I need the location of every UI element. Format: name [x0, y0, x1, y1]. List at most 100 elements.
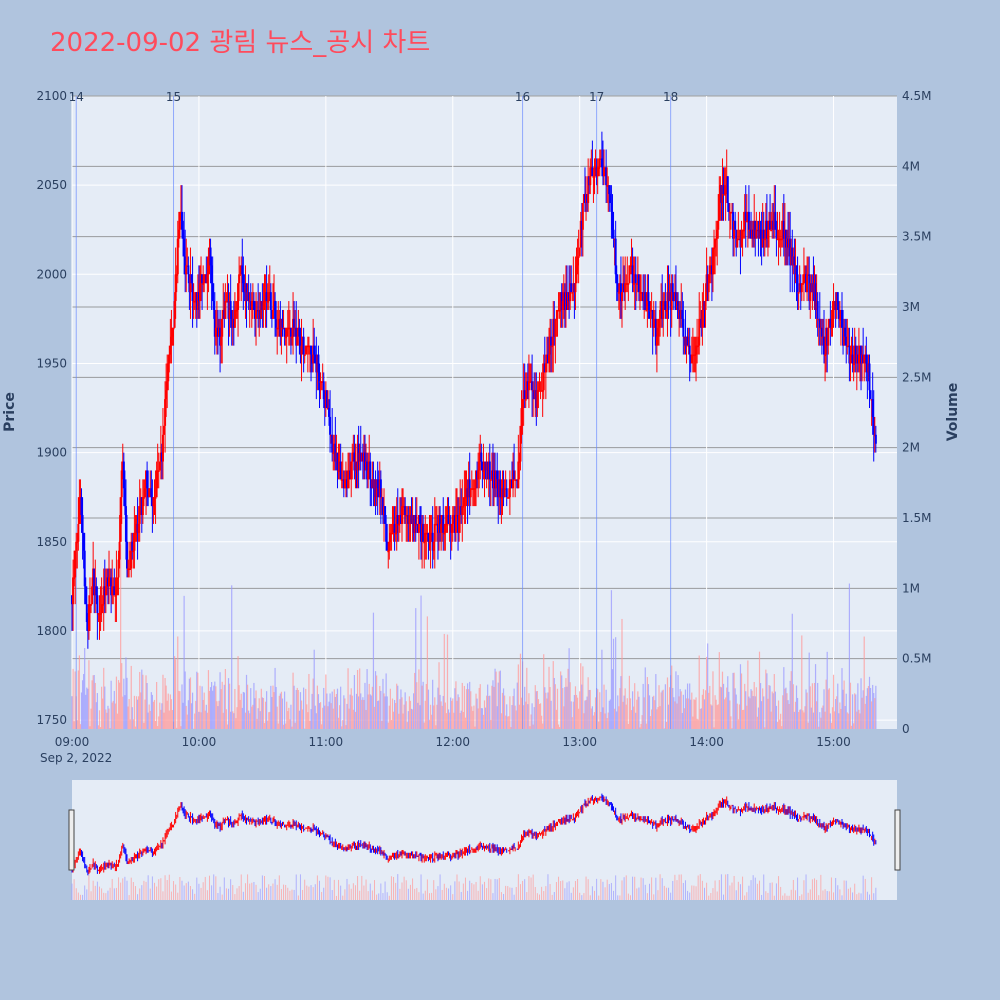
volume-bar — [135, 696, 138, 729]
mini-volume-bar — [405, 880, 407, 900]
volume-bar — [259, 711, 261, 729]
mini-volume-bar — [570, 892, 572, 900]
candle-body — [787, 238, 790, 248]
volume-bar — [582, 666, 584, 729]
candle-body — [284, 336, 287, 339]
candle-body — [680, 309, 683, 319]
candle-body — [831, 318, 834, 328]
volume-bar — [549, 687, 551, 729]
volume-bar — [645, 723, 647, 729]
volume-bar — [649, 716, 652, 729]
volume-bar — [607, 712, 609, 729]
candle-body — [110, 577, 113, 596]
volume-bar — [806, 692, 808, 729]
candle-body — [371, 479, 374, 489]
volume-bar — [134, 726, 137, 729]
volume-bar — [340, 686, 342, 729]
volume-bar — [224, 668, 226, 729]
candle-body — [573, 283, 576, 293]
volume-bar — [673, 697, 675, 729]
candle-body — [741, 229, 744, 232]
volume-bar — [157, 726, 159, 729]
volume-bar — [642, 683, 644, 729]
candle-body — [555, 318, 558, 321]
candle-body — [300, 345, 303, 355]
y2-axis-title: Volume — [945, 383, 961, 442]
mini-volume-bar — [600, 879, 602, 900]
range-slider-handle-right[interactable] — [894, 809, 901, 871]
volume-bar — [662, 689, 664, 729]
candle-body — [265, 292, 268, 302]
candle-body — [734, 220, 737, 230]
candle-body — [564, 292, 567, 310]
volume-bar — [608, 700, 610, 729]
range-slider-handle-left[interactable] — [68, 809, 75, 871]
volume-bar — [94, 682, 96, 729]
volume-bar — [399, 699, 401, 729]
candle-body — [312, 345, 315, 364]
volume-bar — [743, 709, 745, 729]
candle-body — [874, 434, 877, 444]
volume-bar — [89, 726, 91, 729]
candle-body — [196, 292, 199, 310]
volume-bar — [789, 680, 791, 729]
candle-body — [632, 283, 635, 285]
candle-body — [548, 354, 551, 364]
volume-bar — [500, 713, 503, 729]
volume-bar — [163, 712, 165, 729]
volume-bar — [364, 682, 366, 729]
mini-volume-bar — [350, 888, 352, 900]
candle-body — [552, 318, 555, 346]
candle-body — [388, 541, 391, 551]
candle-body — [567, 292, 570, 310]
mini-volume-bar — [651, 877, 653, 900]
volume-bar — [747, 660, 749, 729]
volume-bar — [116, 713, 119, 729]
volume-bar — [587, 677, 589, 729]
mini-volume-bar — [551, 894, 553, 900]
candle-body — [570, 283, 573, 293]
volume-bar — [337, 717, 340, 729]
volume-bar — [765, 669, 767, 729]
candle-body — [201, 274, 204, 284]
mini-volume-bar — [458, 881, 460, 900]
mini-volume-bar — [401, 882, 403, 900]
volume-bar — [353, 675, 356, 729]
mini-volume-bar — [437, 886, 439, 900]
volume-bar — [410, 708, 413, 729]
candle-body — [392, 523, 395, 533]
volume-bar — [244, 712, 247, 729]
candle-body — [73, 577, 76, 579]
volume-bar — [310, 709, 312, 729]
volume-bar — [801, 635, 803, 729]
volume-bar — [360, 693, 362, 729]
volume-bar — [619, 688, 621, 729]
volume-bar — [199, 685, 201, 729]
volume-bar — [635, 712, 637, 729]
volume-bar — [87, 688, 89, 729]
volume-bar — [479, 684, 481, 729]
mini-volume-bar — [338, 879, 340, 900]
candle-body — [146, 470, 149, 489]
candle-body — [794, 265, 797, 267]
volume-bar — [833, 711, 836, 729]
candle-body — [422, 523, 425, 542]
mini-volume-bar — [661, 878, 663, 900]
volume-bar — [323, 687, 325, 729]
candle-body — [273, 301, 276, 310]
mini-volume-bar — [187, 881, 189, 900]
mini-volume-bar — [691, 885, 693, 900]
mini-volume-bar — [858, 892, 860, 900]
candle-body — [766, 229, 769, 239]
candle-body — [586, 194, 589, 203]
candle-body — [368, 461, 371, 471]
candle-body — [398, 515, 401, 524]
mini-volume-bar — [71, 883, 73, 900]
volume-bar — [718, 652, 720, 729]
candle-body — [197, 292, 200, 302]
volume-bar — [658, 685, 660, 729]
volume-bar — [717, 704, 719, 729]
volume-bar — [242, 691, 244, 729]
volume-bar — [766, 673, 768, 729]
candle-body — [719, 185, 722, 195]
